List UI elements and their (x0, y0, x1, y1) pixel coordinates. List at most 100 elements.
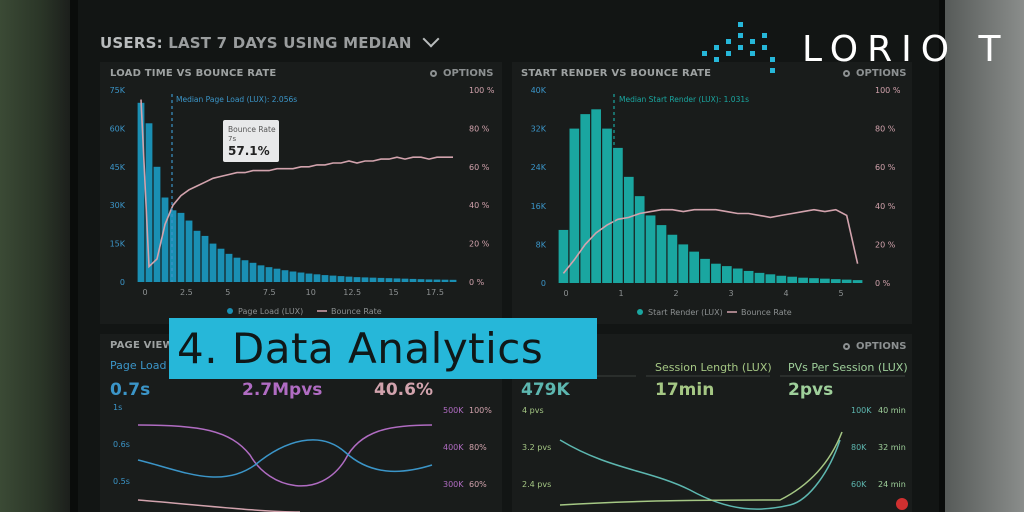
median-annotation: Median Start Render (LUX): 1.031s (619, 95, 749, 104)
background-wall (944, 0, 1024, 512)
bar (830, 279, 841, 283)
bar (623, 176, 634, 283)
y-tick-left: 30K (110, 201, 126, 210)
bar (385, 278, 393, 282)
bar (281, 270, 289, 282)
bar (433, 279, 441, 282)
y-tick-right: 60 % (469, 163, 490, 172)
bar (721, 266, 732, 283)
x-tick: 5 (838, 289, 843, 298)
bar (345, 276, 353, 282)
x-tick: 4 (783, 289, 788, 298)
bar (233, 257, 241, 282)
notification-badge (896, 498, 908, 510)
y-tick-left: 8K (536, 240, 547, 249)
bar (743, 270, 754, 283)
axis-tick: 0.5s (113, 477, 130, 486)
metric-value-pageviews: 2.7Mpvs (242, 380, 323, 400)
bar (393, 278, 401, 282)
bar (209, 243, 217, 282)
logo-text: LORIO T (802, 29, 1010, 70)
y-tick-right: 20 % (875, 240, 896, 249)
options-label: OPTIONS (856, 68, 907, 79)
bar (353, 277, 361, 282)
axis-tick: 3.2 pvs (522, 443, 551, 452)
legend-label: Page Load (LUX) (238, 307, 303, 316)
x-tick: 1 (618, 289, 623, 298)
y-tick-right: 60 % (875, 163, 896, 172)
bounce-rate-line (562, 208, 859, 274)
bar (265, 267, 273, 282)
bar (820, 278, 830, 283)
y-tick-right: 0 % (875, 279, 891, 288)
bar (425, 279, 433, 282)
y-tick-left: 40K (531, 86, 547, 95)
options-button-render[interactable]: OPTIONS (843, 68, 906, 79)
axis-tick: 40 min (878, 406, 906, 415)
bar (337, 276, 345, 282)
legend-dot (227, 308, 233, 314)
bar (217, 248, 225, 282)
bar (558, 229, 569, 283)
x-tick: 10 (306, 288, 316, 297)
median-annotation: Median Page Load (LUX): 2.056s (176, 95, 297, 104)
bar (273, 268, 281, 282)
bar (711, 263, 721, 283)
x-tick: 2 (673, 289, 678, 298)
bar (441, 279, 449, 282)
bar (667, 234, 678, 283)
session-length-line (559, 431, 843, 506)
panel-title-render: START RENDER VS BOUNCE RATE (521, 68, 712, 79)
bounce-rate-line (140, 99, 453, 269)
bar (153, 166, 161, 282)
dashboard-title[interactable]: USERS: LAST 7 DAYS USING MEDIAN (100, 30, 440, 52)
metric-value-session-length: 17min (655, 380, 715, 400)
bar (201, 235, 209, 282)
metric-label-pvs-session: PVs Per Session (LUX) (788, 361, 908, 374)
bar (580, 114, 591, 283)
y-tick-left: 16K (531, 202, 547, 211)
axis-tick: 400K (443, 443, 464, 452)
bar (776, 275, 787, 283)
axis-tick: 80% (469, 443, 487, 452)
x-tick: 15 (388, 288, 398, 297)
x-tick: 3 (728, 289, 733, 298)
x-tick: 7.5 (263, 288, 276, 297)
bar (193, 230, 201, 282)
bar (409, 278, 417, 282)
bar (787, 276, 798, 283)
bar (678, 244, 689, 283)
page-views-line (137, 424, 433, 487)
bar (852, 280, 863, 283)
x-tick: 0 (142, 288, 147, 297)
bar (361, 277, 369, 282)
bar (634, 196, 645, 283)
axis-tick: 100% (469, 406, 492, 415)
bar (700, 258, 710, 283)
options-button-sessions[interactable]: OPTIONS (843, 341, 906, 352)
metric-label-session-length: Session Length (LUX) (655, 361, 772, 374)
x-tick: 2.5 (180, 288, 193, 297)
bar (377, 277, 385, 282)
bar (591, 109, 601, 283)
panel-title-pageviews: PAGE VIEWS (110, 340, 182, 351)
y-tick-left: 45K (110, 163, 126, 172)
bar (417, 279, 425, 282)
bar (645, 215, 656, 283)
options-label: OPTIONS (856, 341, 907, 352)
tooltip-sub: 7s (228, 135, 236, 143)
bar (289, 271, 297, 282)
bar (241, 260, 249, 282)
bar (765, 274, 776, 283)
axis-tick: 80K (851, 443, 867, 452)
options-button-load[interactable]: OPTIONS (430, 68, 493, 79)
bar (257, 265, 265, 282)
axis-tick: 32 min (878, 443, 906, 452)
axis-tick: 500K (443, 406, 464, 415)
title-main: LAST 7 DAYS USING MEDIAN (168, 34, 412, 52)
bar (249, 262, 257, 282)
y-tick-left: 0 (541, 279, 546, 288)
y-tick-right: 0 % (469, 278, 485, 287)
y-tick-left: 60K (110, 124, 126, 133)
